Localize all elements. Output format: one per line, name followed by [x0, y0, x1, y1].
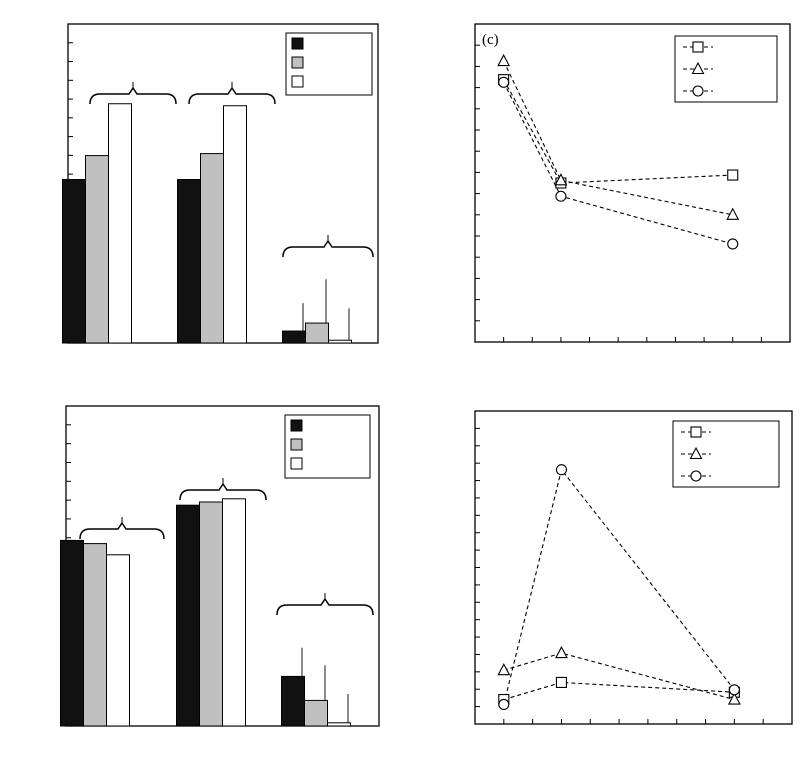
plot-frame	[474, 23, 791, 343]
bar	[305, 322, 329, 344]
data-point	[555, 190, 567, 202]
data-point	[727, 169, 739, 181]
bar	[106, 554, 130, 727]
series-line	[503, 82, 733, 245]
data-point	[555, 464, 568, 476]
data-point	[690, 426, 702, 438]
data-point	[727, 238, 739, 250]
bar	[176, 504, 200, 727]
data-point	[726, 207, 740, 220]
data-point	[692, 85, 704, 97]
series-line	[503, 468, 735, 705]
legend-swatch	[291, 37, 304, 50]
legend-swatch	[290, 419, 303, 432]
panel-label: (c)	[482, 32, 499, 48]
legend-swatch	[290, 438, 303, 451]
legend-swatch	[291, 75, 304, 88]
bar	[327, 722, 351, 727]
bar	[85, 155, 109, 344]
data-point	[691, 61, 705, 75]
series-line	[503, 79, 733, 184]
bar	[222, 498, 246, 727]
bar	[281, 675, 305, 727]
bar	[62, 179, 86, 344]
data-point	[497, 53, 511, 67]
data-point	[554, 173, 568, 186]
bar	[108, 103, 132, 344]
data-point	[728, 684, 740, 696]
legend-swatch	[290, 457, 303, 470]
group-brace	[179, 482, 267, 501]
legend-swatch	[291, 56, 304, 69]
bar	[282, 330, 306, 344]
series-line	[503, 60, 733, 216]
group-brace	[282, 239, 374, 258]
bar	[328, 339, 352, 344]
data-point	[498, 76, 510, 88]
bar	[60, 539, 84, 727]
data-point	[689, 446, 703, 460]
data-point	[690, 470, 702, 482]
data-point	[555, 645, 568, 659]
bar	[200, 153, 224, 344]
data-point	[555, 676, 568, 688]
series-line	[503, 652, 735, 701]
data-point	[497, 663, 511, 676]
group-brace	[89, 86, 177, 105]
group-brace	[276, 597, 374, 616]
group-brace	[79, 521, 165, 540]
data-point	[727, 692, 741, 705]
bar	[304, 699, 328, 727]
bar	[199, 501, 223, 727]
data-point	[692, 41, 704, 53]
group-brace	[188, 86, 276, 105]
bar	[223, 105, 247, 344]
series-line	[503, 681, 735, 701]
bar	[177, 179, 201, 344]
data-point	[498, 698, 510, 710]
bar	[83, 543, 107, 727]
